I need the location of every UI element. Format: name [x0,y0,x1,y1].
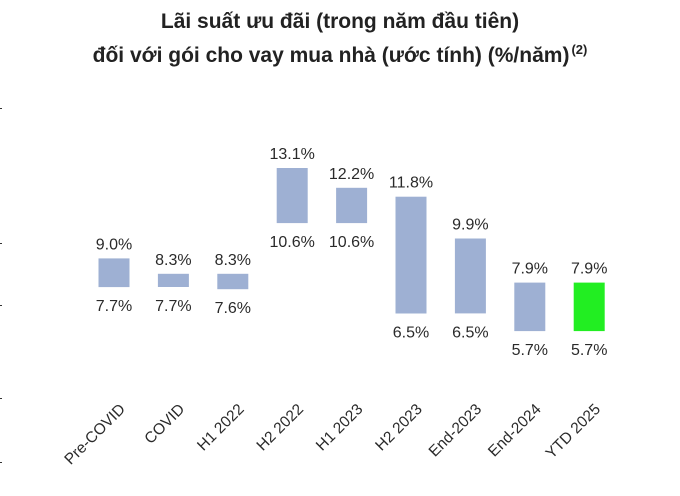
low-value-label: 7.7% [96,298,132,315]
title-footnote: (2) [571,42,588,57]
high-value-label: 9.9% [452,217,488,234]
range-bar [454,238,486,314]
range-bar [157,273,189,287]
x-tick-label: End-2024 [485,401,545,461]
edge-tick-mark [0,305,2,306]
low-value-label: 7.6% [215,300,251,317]
title-line-2: đối với gói cho vay mua nhà (ước tính) (… [0,36,680,70]
range-bar [276,168,308,224]
x-tick-label: Pre-COVID [61,401,128,468]
range-bar [514,282,546,332]
low-value-label: 10.6% [329,234,374,251]
low-value-label: 7.7% [155,298,191,315]
high-value-label: 7.9% [571,261,607,278]
title-line-1: Lãi suất ưu đãi (trong năm đầu tiên) [160,10,520,33]
edge-tick-mark [0,398,2,399]
low-value-label: 5.7% [571,342,607,359]
chart-title: Lãi suất ưu đãi (trong năm đầu tiên) đối… [0,8,680,70]
title-line-2-text: đối với gói cho vay mua nhà (ước tính) (… [92,44,570,67]
range-bar [573,282,605,332]
high-value-label: 12.2% [329,166,374,183]
x-tick-label: H1 2023 [313,401,366,454]
high-value-label: 11.8% [389,175,433,192]
low-value-label: 6.5% [452,325,488,342]
low-value-label: 5.7% [512,342,548,359]
x-tick-label: H1 2022 [194,401,247,454]
x-tick-label: COVID [141,401,188,448]
high-value-label: 7.9% [512,261,548,278]
x-tick-label: H2 2022 [254,401,307,454]
edge-tick-mark [0,108,2,109]
low-value-label: 6.5% [393,325,429,342]
edge-tick-mark [0,243,2,244]
range-bar [98,258,130,288]
high-value-label: 13.1% [270,146,315,163]
low-value-label: 10.6% [270,234,315,251]
x-tick-label: End-2023 [426,401,486,461]
high-value-label: 8.3% [215,252,251,269]
range-bar [217,273,249,290]
high-value-label: 9.0% [96,236,132,253]
range-bar [395,196,427,314]
range-bar [336,187,368,224]
x-tick-label: YTD 2025 [543,401,604,462]
x-tick-label: H2 2023 [372,401,425,454]
edge-tick-mark [0,462,2,463]
high-value-label: 8.3% [155,252,191,269]
